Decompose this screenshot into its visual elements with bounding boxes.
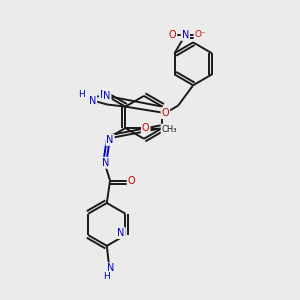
Text: H: H	[79, 90, 85, 99]
Text: CH₃: CH₃	[161, 124, 177, 134]
Text: O⁻: O⁻	[194, 30, 206, 39]
Text: N: N	[102, 158, 110, 168]
Text: O: O	[169, 30, 176, 40]
Text: N: N	[182, 30, 189, 40]
Text: N: N	[103, 91, 110, 101]
Text: O: O	[128, 176, 135, 185]
Text: N: N	[100, 90, 107, 100]
Text: O: O	[161, 108, 169, 118]
Text: H: H	[103, 272, 110, 281]
Text: N: N	[89, 96, 96, 106]
Text: O: O	[142, 123, 149, 133]
Text: N: N	[106, 135, 114, 145]
Text: N: N	[117, 228, 125, 238]
Text: N: N	[107, 263, 115, 273]
